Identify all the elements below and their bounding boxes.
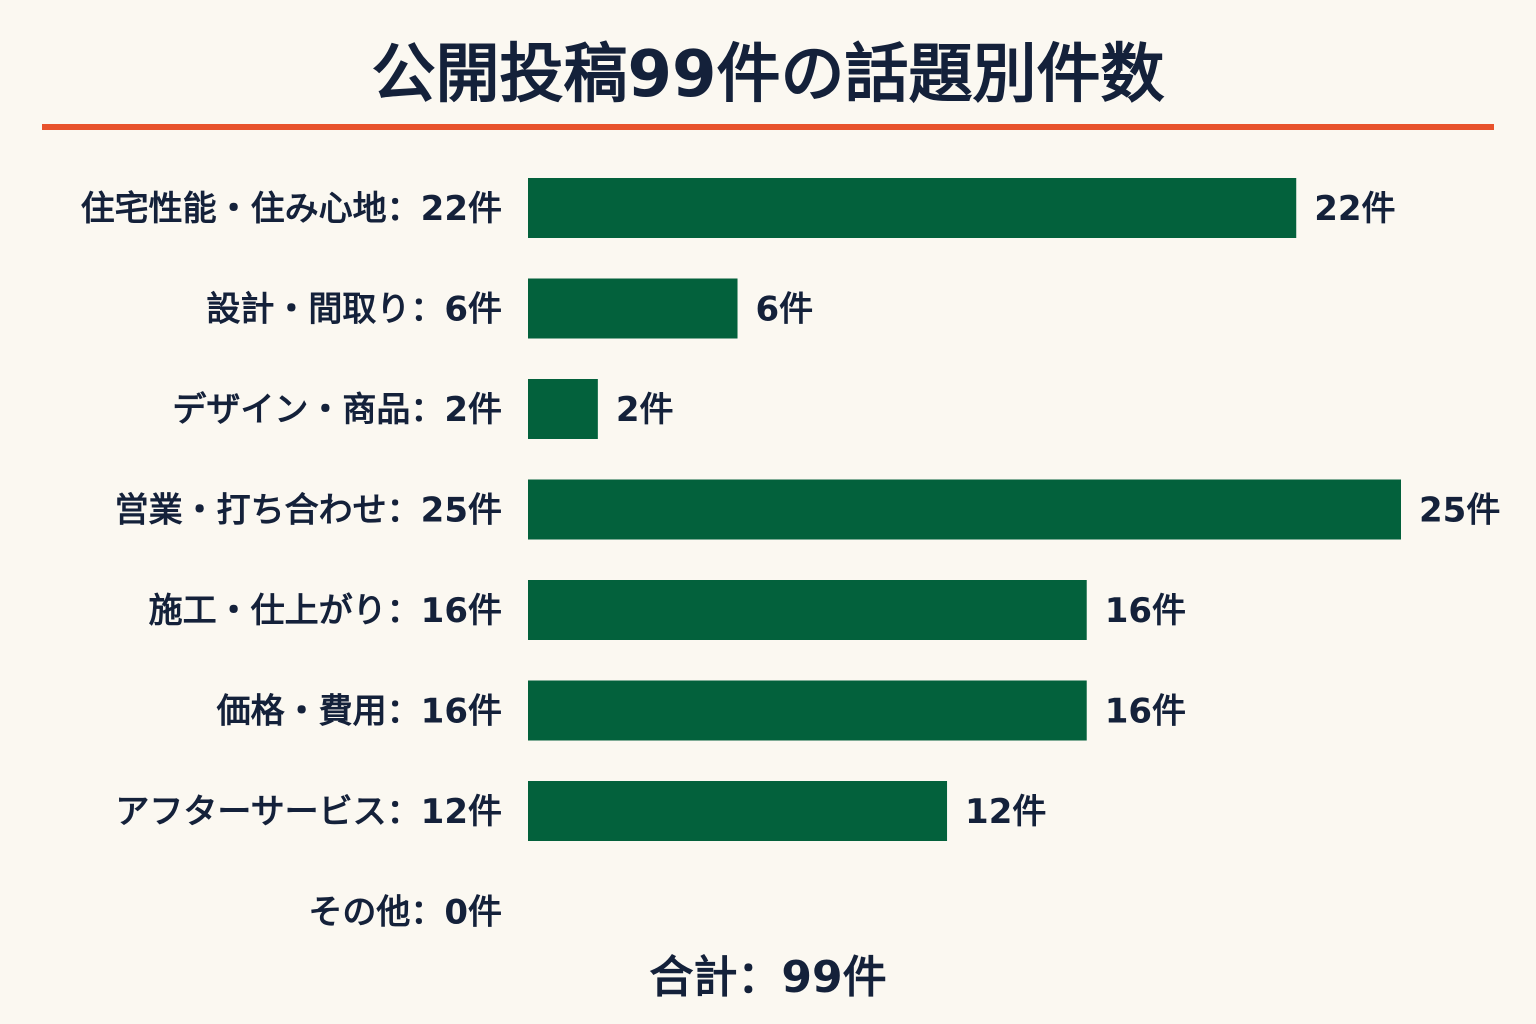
bar: [528, 580, 1087, 640]
bar: [528, 178, 1297, 238]
category-label: 設計・間取り：6件: [206, 290, 502, 330]
bar-value-label: 25件: [1419, 491, 1500, 531]
category-label: 営業・打ち合わせ：25件: [115, 491, 502, 531]
bar: [528, 278, 738, 339]
category-label: その他：0件: [308, 893, 502, 933]
bar-value-label: 16件: [1105, 692, 1186, 732]
bar-value-label: 2件: [616, 390, 674, 430]
category-label: 価格・費用：16件: [216, 692, 502, 732]
bar-value-label: 16件: [1105, 591, 1186, 631]
category-label: 施工・仕上がり：16件: [149, 591, 502, 631]
chart-title: 公開投稿99件の話題別件数: [371, 38, 1164, 112]
bar-value-label: 22件: [1314, 189, 1395, 229]
bar-value-label: 12件: [965, 792, 1046, 832]
bar-value-label: 6件: [756, 290, 814, 330]
category-label: デザイン・商品：2件: [172, 390, 502, 430]
title-underline: [42, 124, 1494, 130]
bar: [528, 479, 1401, 540]
bar: [528, 379, 598, 439]
bar: [528, 781, 948, 841]
bar: [528, 680, 1087, 741]
category-label: 住宅性能・住み心地：22件: [81, 189, 502, 229]
total-label: 合計：99件: [649, 952, 886, 1003]
category-label: アフターサービス：12件: [115, 792, 502, 832]
